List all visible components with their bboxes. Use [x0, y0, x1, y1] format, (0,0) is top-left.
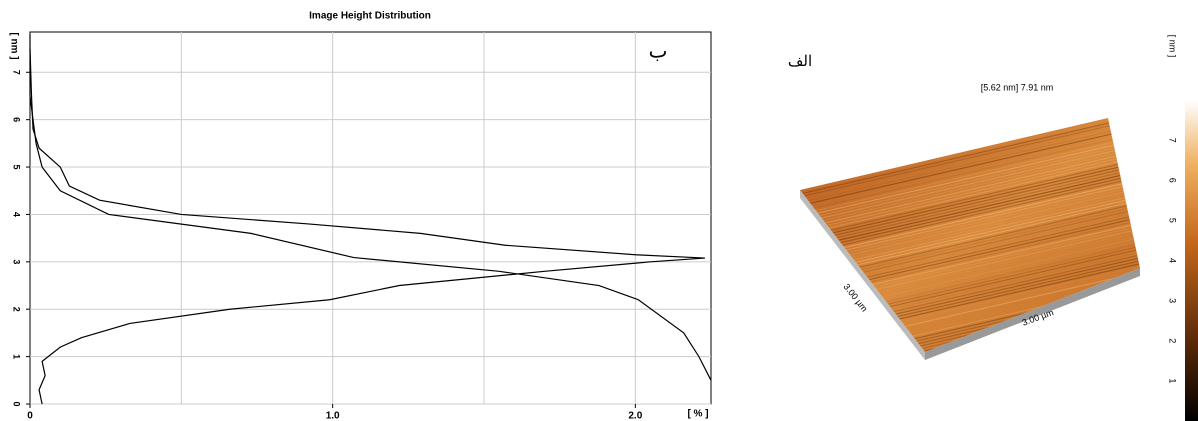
- x-tick-label: 1.0: [326, 411, 340, 421]
- distribution-line: [30, 49, 705, 404]
- z-range-label: [5.62 nm] 7.91 nm: [981, 82, 1054, 92]
- colorbar: [1185, 100, 1198, 421]
- chart-title: Image Height Distribution: [309, 11, 431, 22]
- x-axis-label: [ % ]: [687, 409, 708, 420]
- afm-image: [760, 95, 1198, 411]
- y-tick-label: 3: [12, 259, 22, 264]
- colorbar-tick-label: 6: [1168, 178, 1178, 183]
- y-tick-label: 2: [12, 307, 22, 312]
- y-tick-label: 4: [12, 212, 22, 217]
- colorbar-tick-label: 4: [1168, 258, 1178, 263]
- colorbar-label: [ nm ]: [1168, 35, 1178, 58]
- size-label: 3.00 µm: [841, 282, 869, 314]
- colorbar-tick-label: 5: [1168, 218, 1178, 223]
- colorbar-tick-label: 1: [1168, 378, 1178, 383]
- y-tick-label: 7: [12, 70, 22, 75]
- y-tick-label: 5: [12, 165, 22, 170]
- panel-label: ب: [649, 40, 668, 62]
- figure: Image Height Distribution ب [ % ] [ nm ]…: [0, 0, 1198, 421]
- distribution-line: [30, 34, 711, 380]
- y-tick-label: 1: [12, 354, 22, 359]
- colorbar-tick-label: 2: [1168, 338, 1178, 343]
- colorbar-tick-label: 3: [1168, 298, 1178, 303]
- colorbar-tick-label: 7: [1168, 138, 1178, 143]
- y-axis-label: [ nm ]: [8, 32, 19, 59]
- x-tick-label: 2.0: [628, 411, 642, 421]
- panel-label: الف: [788, 53, 812, 70]
- x-tick-label: 0: [27, 411, 33, 421]
- y-tick-label: 6: [12, 117, 22, 122]
- y-tick-label: 0: [12, 401, 22, 406]
